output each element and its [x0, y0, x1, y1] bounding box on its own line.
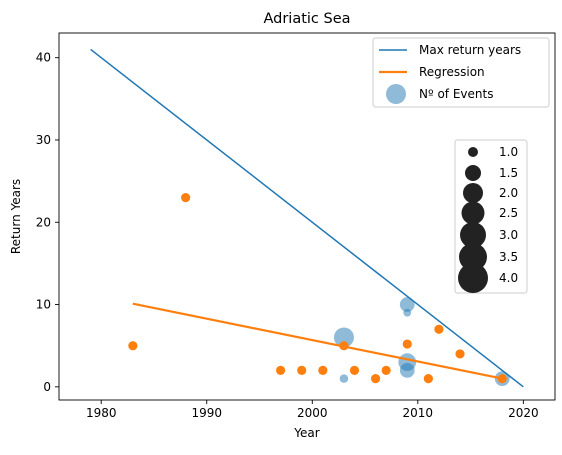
size-legend-label-1: 1.5: [499, 166, 518, 180]
size-legend-label-0: 1.0: [499, 145, 518, 159]
chart-title: Adriatic Sea: [263, 11, 350, 27]
x-axis-title: Year: [293, 426, 319, 440]
y-tick-label-0: 0: [43, 380, 51, 394]
return-point-3: [297, 366, 306, 375]
legend-events-label: Nº of Events: [419, 87, 493, 101]
size-legend-marker-1: [465, 165, 481, 181]
legend-regression-label: Regression: [419, 65, 485, 79]
main-legend: Max return years Regression Nº of Events: [373, 38, 549, 107]
x-tick-label-1980: 1980: [86, 406, 117, 420]
return-point-9: [403, 339, 412, 348]
size-legend: 1.0 1.5 2.0 2.5 3.0 3.5 4.0: [455, 140, 527, 293]
size-legend-marker-0: [468, 147, 478, 157]
return-point-0: [128, 341, 137, 350]
x-tick-label-1990: 1990: [191, 406, 222, 420]
x-tick-label-2020: 2020: [508, 406, 539, 420]
size-legend-marker-3: [462, 202, 485, 225]
event-point-2: [403, 309, 411, 317]
return-point-13: [498, 374, 507, 383]
return-point-1: [181, 193, 190, 202]
y-tick-label-30: 30: [36, 133, 51, 147]
x-tick-label-2000: 2000: [297, 406, 328, 420]
return-point-12: [455, 349, 464, 358]
y-tick-label-40: 40: [36, 51, 51, 65]
y-tick-label-10: 10: [36, 298, 51, 312]
return-point-11: [434, 325, 443, 334]
return-point-8: [382, 366, 391, 375]
event-point-6: [340, 374, 349, 383]
size-legend-label-5: 3.5: [499, 250, 518, 264]
size-legend-marker-6: [458, 263, 488, 293]
return-point-7: [371, 374, 380, 383]
legend-events-swatch: [386, 84, 406, 104]
x-tick-label-2010: 2010: [403, 406, 434, 420]
y-axis-title: Return Years: [9, 179, 23, 254]
return-point-10: [424, 374, 433, 383]
size-legend-label-2: 2.0: [499, 186, 518, 200]
return-point-6: [350, 366, 359, 375]
size-legend-marker-2: [463, 183, 483, 203]
event-point-4: [400, 363, 415, 378]
return-point-5: [339, 341, 348, 350]
return-point-4: [318, 366, 327, 375]
y-tick-label-20: 20: [36, 215, 51, 229]
legend-max-line-label: Max return years: [419, 43, 521, 57]
size-legend-label-3: 2.5: [499, 206, 518, 220]
return-point-2: [276, 366, 285, 375]
size-legend-label-6: 4.0: [499, 271, 518, 285]
size-legend-label-4: 3.0: [499, 228, 518, 242]
